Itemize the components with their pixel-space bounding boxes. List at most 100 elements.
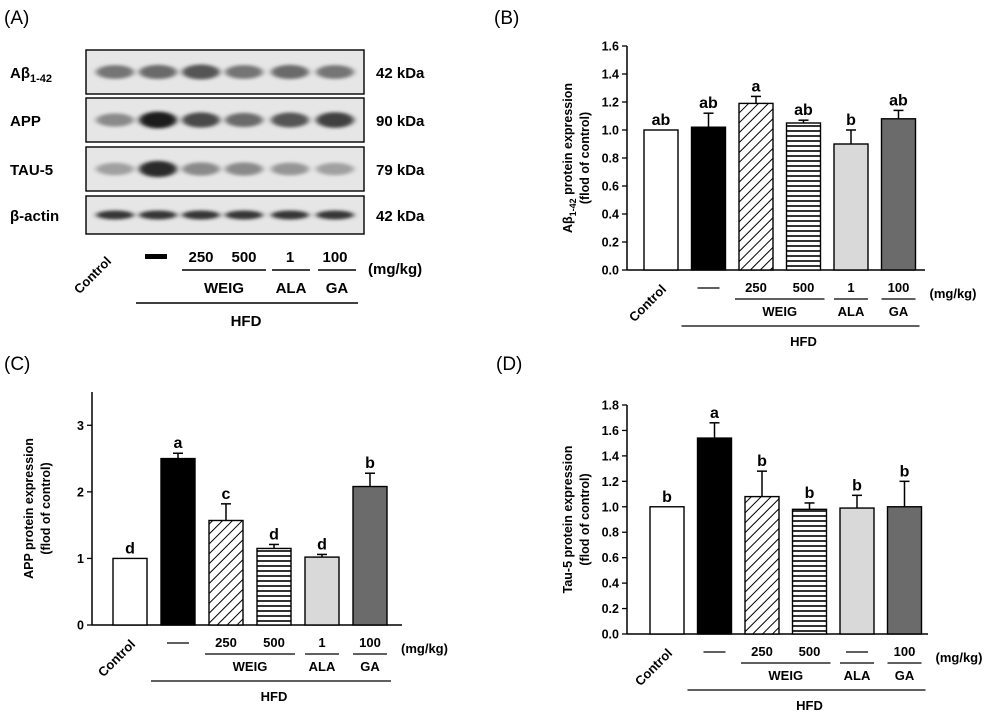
category-label: 1 (318, 635, 325, 650)
blot-band (182, 64, 220, 80)
bar (352, 485, 388, 626)
category-label-control: Control (632, 646, 675, 689)
y-tick-label: 0.4 (602, 208, 619, 222)
panel-label-c: (C) (4, 354, 30, 375)
group-label-ala: ALA (838, 304, 865, 319)
blot-band (139, 210, 177, 220)
hfd-label: HFD (231, 313, 262, 330)
category-label: 250 (751, 644, 773, 659)
lane-label-control: Control (71, 254, 114, 297)
significance-label: b (846, 112, 856, 129)
y-axis-label-line2: (flod of control) (39, 462, 53, 554)
category-label: 100 (888, 280, 910, 295)
significance-label: a (174, 435, 183, 452)
chart-app: 0 1 2 3 APP protein expression (flod of contr… (22, 392, 448, 704)
significance-label: d (317, 536, 327, 553)
group-label-ga: GA (889, 304, 909, 319)
group-label-ala: ALA (276, 280, 307, 297)
y-tick-label: 0.8 (602, 526, 619, 540)
blot-band (96, 113, 134, 127)
blot-band (316, 65, 354, 79)
category-label: 100 (894, 644, 916, 659)
y-tick-label: 1.2 (602, 475, 619, 489)
blot-kda-label: 42 kDa (376, 65, 425, 82)
group-label-weig: WEIG (233, 659, 268, 674)
y-axis-label-line2: (flod of control) (578, 473, 592, 565)
bar (649, 506, 685, 635)
blot-band (182, 162, 220, 176)
unit-label: (mg/kg) (930, 286, 977, 301)
blot-kda-label: 42 kDa (376, 208, 425, 225)
lane-dose-label: 100 (322, 249, 347, 266)
blot-kda-label: 79 kDa (376, 162, 425, 179)
significance-label: b (852, 477, 862, 494)
significance-label: b (662, 489, 672, 506)
western-blot-panel: Aβ1-42 42 kDa APP 90 kDa TAU-5 79 kDa β-actin 4… (10, 49, 425, 330)
bar (256, 547, 292, 626)
blot-row: Aβ1-42 42 kDa (10, 49, 425, 95)
chart-tau5: 0.0 0.2 0.4 0.6 0.8 1.0 1.2 1.4 1.6 1.8 Tau-5 prot… (561, 399, 982, 714)
lane-dose-label: 1 (286, 249, 294, 266)
bar (112, 557, 148, 626)
y-tick-label: 1.0 (602, 124, 619, 138)
y-axis-label: APP protein expression (22, 438, 36, 579)
bar (690, 126, 727, 271)
category-label-control: Control (626, 282, 669, 325)
bar (208, 519, 244, 626)
y-tick-label: 0 (77, 619, 84, 633)
significance-label: a (710, 405, 719, 422)
blot-band (139, 111, 177, 129)
y-tick-label: 0.6 (602, 180, 619, 194)
y-tick-label: 0.2 (602, 602, 619, 616)
category-label: 500 (263, 635, 285, 650)
significance-label: b (757, 453, 767, 470)
significance-label: d (125, 540, 135, 557)
category-label: 100 (359, 635, 381, 650)
y-tick-label: 1.0 (602, 500, 619, 514)
y-tick-label: 0.6 (602, 551, 619, 565)
blot-kda-label: 90 kDa (376, 113, 425, 130)
panel-label-b: (B) (494, 8, 519, 29)
y-tick-label: 1.2 (602, 96, 619, 110)
y-tick-label: 0.8 (602, 152, 619, 166)
blot-band (139, 160, 177, 178)
hfd-label: HFD (796, 698, 823, 713)
y-tick-label: 1.6 (602, 40, 619, 54)
blot-row: TAU-5 79 kDa (10, 146, 425, 192)
blot-band (139, 64, 177, 80)
bar (744, 495, 780, 635)
category-label: 1 (847, 280, 854, 295)
significance-label: ab (889, 92, 908, 109)
bar (643, 129, 679, 271)
bar (785, 122, 822, 271)
blot-band (225, 162, 263, 176)
blot-band (96, 65, 134, 79)
blot-label: Aβ1-42 (10, 65, 52, 85)
group-label-ga: GA (360, 659, 380, 674)
hfd-label: HFD (790, 334, 817, 349)
significance-label: d (269, 526, 279, 543)
bar (791, 508, 828, 635)
blot-band (271, 210, 309, 220)
unit-label: (mg/kg) (401, 641, 448, 656)
y-tick-label: 3 (77, 419, 84, 433)
blot-label: TAU-5 (10, 162, 53, 179)
panel-label-a: (A) (4, 8, 29, 29)
blot-band (271, 162, 309, 176)
significance-label: ab (794, 102, 813, 119)
y-tick-label: 1 (77, 552, 84, 566)
y-axis-label-line2: (flod of control) (578, 112, 592, 204)
lane-label-dash (145, 254, 167, 259)
group-label-weig: WEIG (768, 668, 803, 683)
blot-label: β-actin (10, 208, 59, 225)
y-tick-label: 1.4 (602, 68, 619, 82)
blot-band (225, 65, 263, 79)
significance-label: c (222, 486, 231, 503)
y-tick-label: 0.2 (602, 236, 619, 250)
y-tick-label: 0.0 (602, 628, 619, 642)
group-label-ala: ALA (309, 659, 336, 674)
y-tick-label: 1.4 (602, 449, 619, 463)
significance-label: ab (699, 95, 718, 112)
category-label: 250 (215, 635, 237, 650)
